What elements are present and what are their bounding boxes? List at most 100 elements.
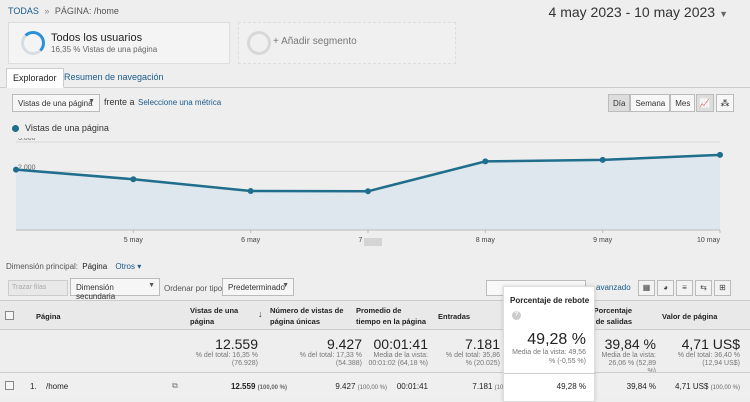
bounce-rate-header[interactable]: Porcentaje de rebote? xyxy=(510,294,594,320)
table-view-icons: ▦ ◕ ≡ ⇆ ⊞ xyxy=(638,280,733,296)
totals-row: 12.559 % del total: 16,35 % (76.928) 9.4… xyxy=(0,330,750,375)
total-entrances-sub: % del total: 35,86 % (20.025) xyxy=(445,352,500,367)
order-dropdown-label: Predeterminado xyxy=(228,283,285,292)
total-avg-time-sub: Media de la vista: 00:01:02 (64,18 %) xyxy=(368,352,428,367)
total-unique-pageviews: 9.427 xyxy=(326,336,362,352)
advanced-filter-link[interactable]: avanzado xyxy=(596,283,631,292)
y-tick-label: 3.000 xyxy=(18,138,36,142)
secondary-dimension-dropdown[interactable]: Dimensión secundaria ▼ xyxy=(70,278,160,301)
row-page-link[interactable]: /home xyxy=(46,382,69,391)
x-tick-label: 6 may xyxy=(241,237,261,244)
line-chart-icon[interactable]: 📈 xyxy=(696,94,714,112)
table-controls: Trazar filas Dimensión secundaria ▼ Orden… xyxy=(0,278,750,301)
row-bounce-rate: 49,28 % xyxy=(556,382,586,391)
tab-navigation-summary[interactable]: Resumen de navegación xyxy=(64,72,164,82)
total-page-value: 4,71 US$ xyxy=(681,336,740,352)
row-entrances-value: 7.181 xyxy=(472,382,493,391)
copy-icon[interactable]: ⧉ xyxy=(172,381,178,390)
total-exit-rate-sub: Media de la vista: 26,06 % (52,89 %) xyxy=(601,352,656,375)
add-segment-button[interactable]: + Añadir segmento xyxy=(238,22,456,64)
total-unique-sub: % del total: 17,33 % (54.388) xyxy=(299,352,362,367)
row-exit-rate: 39,84 % xyxy=(626,382,656,391)
data-point xyxy=(130,176,137,183)
legend-label: Vistas de una página xyxy=(25,123,109,133)
period-day-button[interactable]: Día xyxy=(608,94,631,112)
breadcrumb: TODAS » PÁGINA: /home xyxy=(8,6,119,16)
chevron-down-icon: ▼ xyxy=(719,9,728,19)
select-metric-link[interactable]: Seleccione una métrica xyxy=(138,98,222,107)
chevron-down-icon: ▼ xyxy=(148,282,155,289)
date-range-label: 4 may 2023 - 10 may 2023 xyxy=(548,4,716,20)
bounce-rate-total: 49,28 % xyxy=(527,331,586,348)
row-pageviews-value: 12.559 xyxy=(230,382,256,391)
breadcrumb-separator: » xyxy=(44,6,50,16)
primary-dimension-label: Dimensión principal: xyxy=(6,262,79,271)
performance-view-icon[interactable]: ≡ xyxy=(676,280,693,296)
row-page-value-pct: (100,00 %) xyxy=(710,385,740,391)
comparison-view-icon[interactable]: ⇆ xyxy=(695,280,712,296)
chart-controls: Vistas de una página ▼ frente a Seleccion… xyxy=(0,92,750,116)
header-pageviews[interactable]: Vistas de una página xyxy=(190,306,239,326)
primary-dimension-row: Dimensión principal: Página Otros ▾ xyxy=(6,262,141,271)
header-avg-time[interactable]: Promedio de tiempo en la página xyxy=(356,306,427,326)
x-tick-label: 5 may xyxy=(124,237,144,244)
breadcrumb-root[interactable]: TODAS xyxy=(8,6,39,16)
order-dropdown[interactable]: Predeterminado ▼ xyxy=(222,278,294,296)
row-pageviews-pct: (100,00 %) xyxy=(257,385,287,391)
top-bar: TODAS » PÁGINA: /home 4 may 2023 - 10 ma… xyxy=(0,0,750,24)
bounce-rate-header-label: Porcentaje de rebote xyxy=(510,296,590,305)
x-tick-label: 8 may xyxy=(476,237,496,244)
total-pageviews-sub: % del total: 16,35 % (76.928) xyxy=(195,352,258,367)
add-segment-label: + Añadir segmento xyxy=(273,36,357,47)
segment-all-users[interactable]: Todos los usuarios 16,35 % Vistas de una… xyxy=(8,22,230,64)
motion-chart-icon[interactable]: ⁂ xyxy=(716,94,734,112)
total-avg-time: 00:01:41 xyxy=(373,336,429,352)
row-checkbox[interactable] xyxy=(5,381,14,390)
data-point xyxy=(365,188,371,195)
table-header: Página Vistas de una página ↓ Número de … xyxy=(0,300,750,330)
other-dimensions-label: Otros xyxy=(115,262,135,271)
header-exit-rate[interactable]: Porcentaje de salidas xyxy=(593,306,632,326)
empty-donut-icon xyxy=(247,31,271,55)
x-tick-label: 9 may xyxy=(593,237,613,244)
primary-dimension-other[interactable]: Otros ▾ xyxy=(115,262,142,271)
row-avg-time: 00:01:41 xyxy=(396,382,428,391)
legend-dot xyxy=(12,125,19,133)
chevron-down-icon: ▼ xyxy=(88,98,95,105)
header-page-value[interactable]: Valor de página xyxy=(662,312,718,321)
header-unique-pageviews[interactable]: Número de vistas de página únicas xyxy=(270,306,344,326)
pivot-view-icon[interactable]: ⊞ xyxy=(714,280,731,296)
table-row[interactable]: 1. /home ⧉ 12.559 (100,00 %) 9.427 (100,… xyxy=(0,372,750,398)
row-index: 1. xyxy=(30,382,37,391)
secondary-dimension-label: Dimensión secundaria xyxy=(76,283,116,301)
date-range-picker[interactable]: 4 may 2023 - 10 may 2023 ▼ xyxy=(549,4,728,20)
table-view-icon[interactable]: ▦ xyxy=(638,280,655,296)
header-page[interactable]: Página xyxy=(36,312,61,321)
tab-explorer[interactable]: Explorador xyxy=(6,68,64,88)
period-week-button[interactable]: Semana xyxy=(630,94,671,112)
chart-collapse-handle xyxy=(364,238,382,246)
data-point xyxy=(482,158,489,165)
total-entrances: 7.181 xyxy=(464,336,500,352)
chart-legend: Vistas de una página xyxy=(12,123,109,133)
data-point xyxy=(13,166,19,173)
row-page-value: 4,71 US$ (100,00 %) xyxy=(675,382,740,391)
bounce-rate-highlight: Porcentaje de rebote? 49,28 % Media de l… xyxy=(503,286,596,402)
total-exit-rate: 39,84 % xyxy=(604,336,656,352)
row-pageviews: 12.559 (100,00 %) xyxy=(231,382,287,391)
row-page-value-value: 4,71 US$ xyxy=(675,382,709,391)
metric-dropdown[interactable]: Vistas de una página ▼ xyxy=(12,94,100,112)
period-month-button[interactable]: Mes xyxy=(670,94,696,112)
versus-label: frente a xyxy=(104,97,135,107)
header-entrances[interactable]: Entradas xyxy=(438,312,471,321)
bounce-rate-total-sub: Media de la vista: 49,56 % (-0,55 %) xyxy=(512,349,586,365)
donut-chart-icon xyxy=(21,31,45,55)
help-icon[interactable]: ? xyxy=(512,311,521,320)
pie-view-icon[interactable]: ◕ xyxy=(657,280,674,296)
row-unique-pageviews: 9.427 (100,00 %) xyxy=(335,382,387,391)
select-all-checkbox[interactable] xyxy=(5,311,14,320)
plot-rows-button[interactable]: Trazar filas xyxy=(8,280,68,296)
chevron-down-icon: ▼ xyxy=(282,282,289,289)
row-unique-value: 9.427 xyxy=(335,382,356,391)
